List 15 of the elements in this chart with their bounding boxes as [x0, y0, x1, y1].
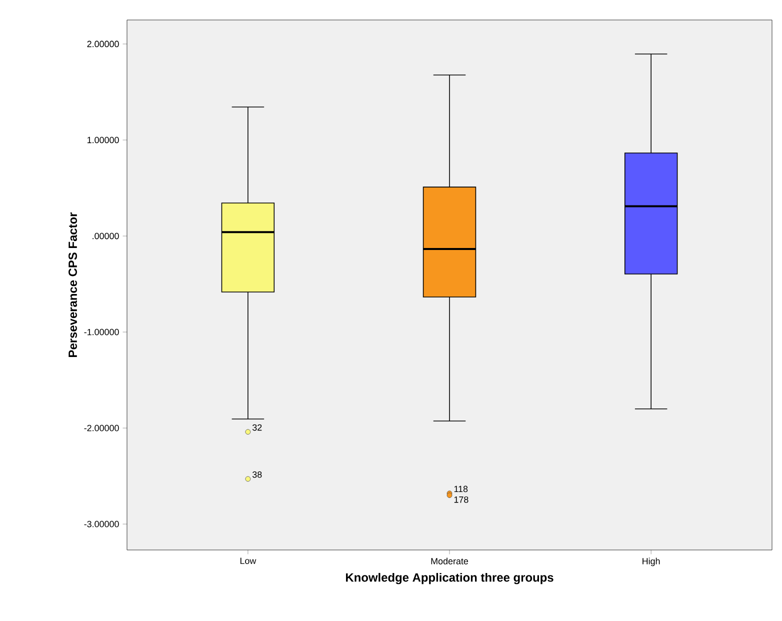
y-axis-title: Perseverance CPS Factor: [68, 212, 77, 357]
y-tick-label: 1.00000: [88, 136, 119, 144]
x-tick-label: Moderate: [431, 558, 468, 564]
annotation: 118: [454, 486, 468, 492]
annotation: 38: [252, 471, 262, 478]
y-tick-label: .00000: [92, 232, 119, 240]
y-tick-label: -2.00000: [84, 424, 119, 432]
x-tick-label: Low: [240, 558, 256, 564]
annotation: 178: [454, 496, 468, 503]
x-axis-title: Knowledge Application three groups: [346, 572, 554, 584]
annotation: 32: [252, 424, 262, 431]
y-tick-label: -1.00000: [84, 328, 119, 336]
y-tick-label: 2.00000: [87, 40, 119, 48]
x-tick-label: High: [642, 558, 660, 566]
y-tick-label: -3.00000: [84, 520, 119, 528]
